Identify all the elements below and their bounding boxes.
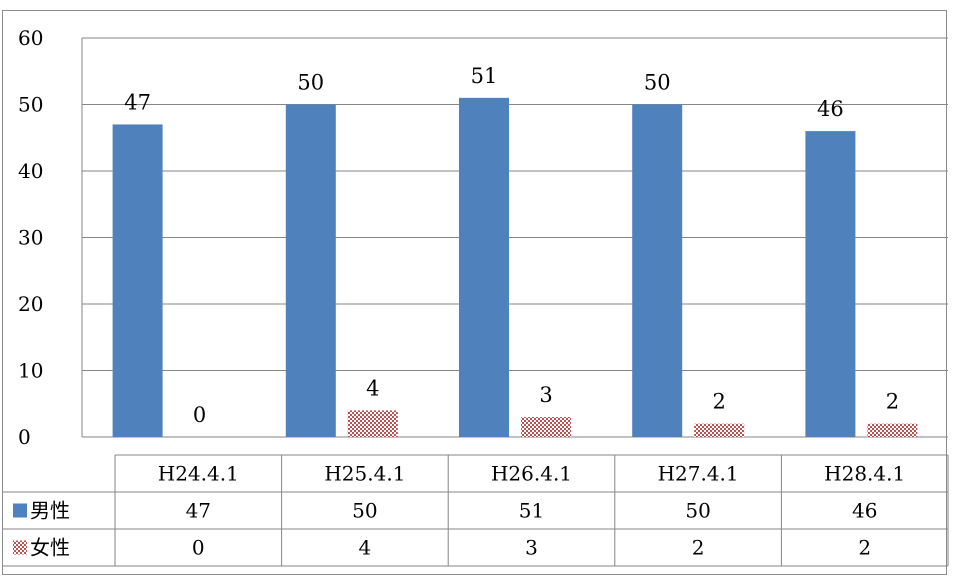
data-label: 50 (297, 71, 324, 95)
table-cell-value: 2 (692, 536, 705, 560)
legend-key-female (13, 540, 27, 555)
table-cell-value: 3 (525, 536, 538, 560)
table-cell-value: 47 (186, 499, 211, 523)
bar-male (285, 104, 336, 437)
table-cell-value: 46 (852, 499, 877, 523)
x-tick-label: H26.4.1 (491, 462, 572, 486)
legend-label: 女性 (30, 536, 70, 560)
bar-male (805, 131, 856, 437)
y-tick-label: 50 (18, 93, 43, 117)
table-cell-value: 50 (685, 499, 710, 523)
y-tick-label: 20 (18, 292, 43, 316)
data-label: 50 (644, 71, 671, 95)
bar-female (867, 423, 918, 437)
y-tick-label: 0 (18, 425, 31, 449)
table-cell-value: 2 (858, 536, 871, 560)
x-tick-label: H27.4.1 (658, 462, 739, 486)
y-tick-label: 60 (18, 26, 43, 50)
data-label: 3 (539, 383, 552, 407)
bar-female (521, 417, 571, 437)
x-tick-label: H25.4.1 (324, 462, 405, 486)
y-tick-label: 10 (18, 359, 43, 383)
data-label: 4 (366, 376, 379, 400)
bar-female (347, 410, 398, 437)
legend-label: 男性 (30, 499, 70, 523)
bar-female (694, 423, 745, 437)
bar-male (632, 104, 683, 437)
bar-male (459, 97, 509, 437)
table-cell-value: 50 (352, 499, 377, 523)
table-cell-value: 51 (519, 499, 544, 523)
data-label: 2 (886, 390, 899, 414)
y-tick-label: 30 (18, 226, 43, 250)
data-label: 2 (713, 390, 726, 414)
table-cell-value: 4 (359, 536, 372, 560)
data-label: 47 (124, 90, 151, 114)
x-tick-label: H28.4.1 (824, 462, 905, 486)
bar-male (112, 124, 163, 437)
data-label: 51 (471, 64, 498, 88)
y-tick-label: 40 (18, 159, 43, 183)
data-label: 46 (817, 97, 844, 121)
legend-key-male (13, 503, 27, 518)
table-cell-value: 0 (192, 536, 205, 560)
data-label: 0 (193, 403, 206, 427)
x-tick-label: H24.4.1 (158, 462, 239, 486)
